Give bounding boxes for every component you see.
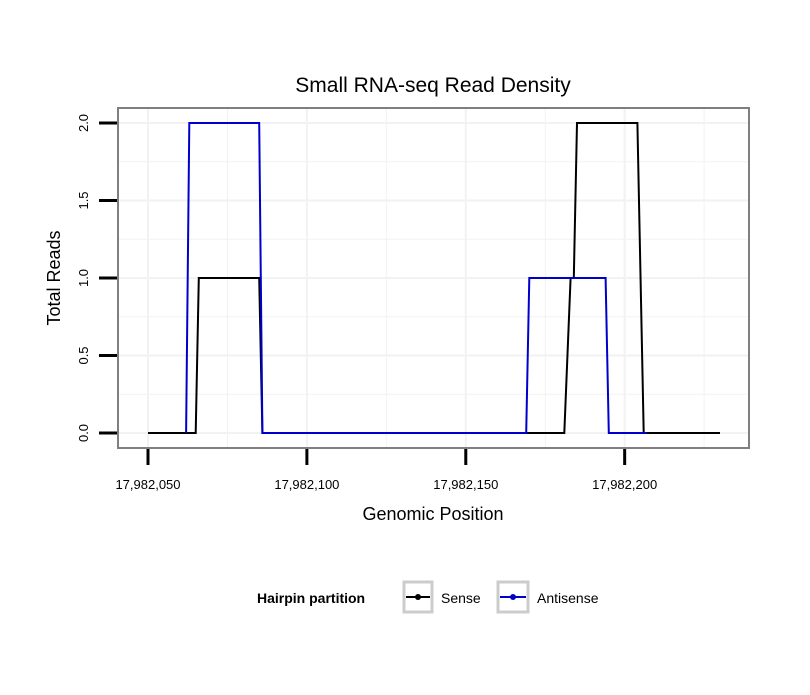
legend-key-antisense-point xyxy=(510,594,516,600)
plot-panel-border xyxy=(117,107,750,449)
legend-label-sense: Sense xyxy=(441,590,481,606)
x-tick-label: 17,982,150 xyxy=(433,477,498,492)
y-tick-label: 1.5 xyxy=(76,191,91,209)
x-tick-label: 17,982,200 xyxy=(592,477,657,492)
x-tick-label: 17,982,050 xyxy=(115,477,180,492)
legend-title: Hairpin partition xyxy=(257,590,365,606)
series-layer xyxy=(148,122,720,434)
y-tick-label: 0.0 xyxy=(76,424,91,442)
x-tick-label: 17,982,100 xyxy=(274,477,339,492)
legend: Hairpin partition Sense Antisense xyxy=(257,580,599,614)
grid-layer xyxy=(118,108,749,448)
series-line-antisense xyxy=(185,122,647,434)
legend-label-antisense: Antisense xyxy=(537,590,599,606)
y-axis-label: Total Reads xyxy=(44,230,64,325)
y-tick-label: 2.0 xyxy=(76,114,91,132)
axis-layer: 0.0 0.5 1.0 1.5 2.0 17,982,050 17,982,100 17,98… xyxy=(76,114,657,492)
y-tick-label: 0.5 xyxy=(76,346,91,364)
x-axis-label: Genomic Position xyxy=(362,504,503,524)
series-line-sense xyxy=(148,122,720,434)
legend-key-sense-box xyxy=(402,580,434,614)
y-tick-label: 1.0 xyxy=(76,269,91,287)
legend-key-sense-point xyxy=(415,594,421,600)
chart-title: Small RNA-seq Read Density xyxy=(295,74,571,97)
legend-key-antisense-box xyxy=(496,580,530,614)
